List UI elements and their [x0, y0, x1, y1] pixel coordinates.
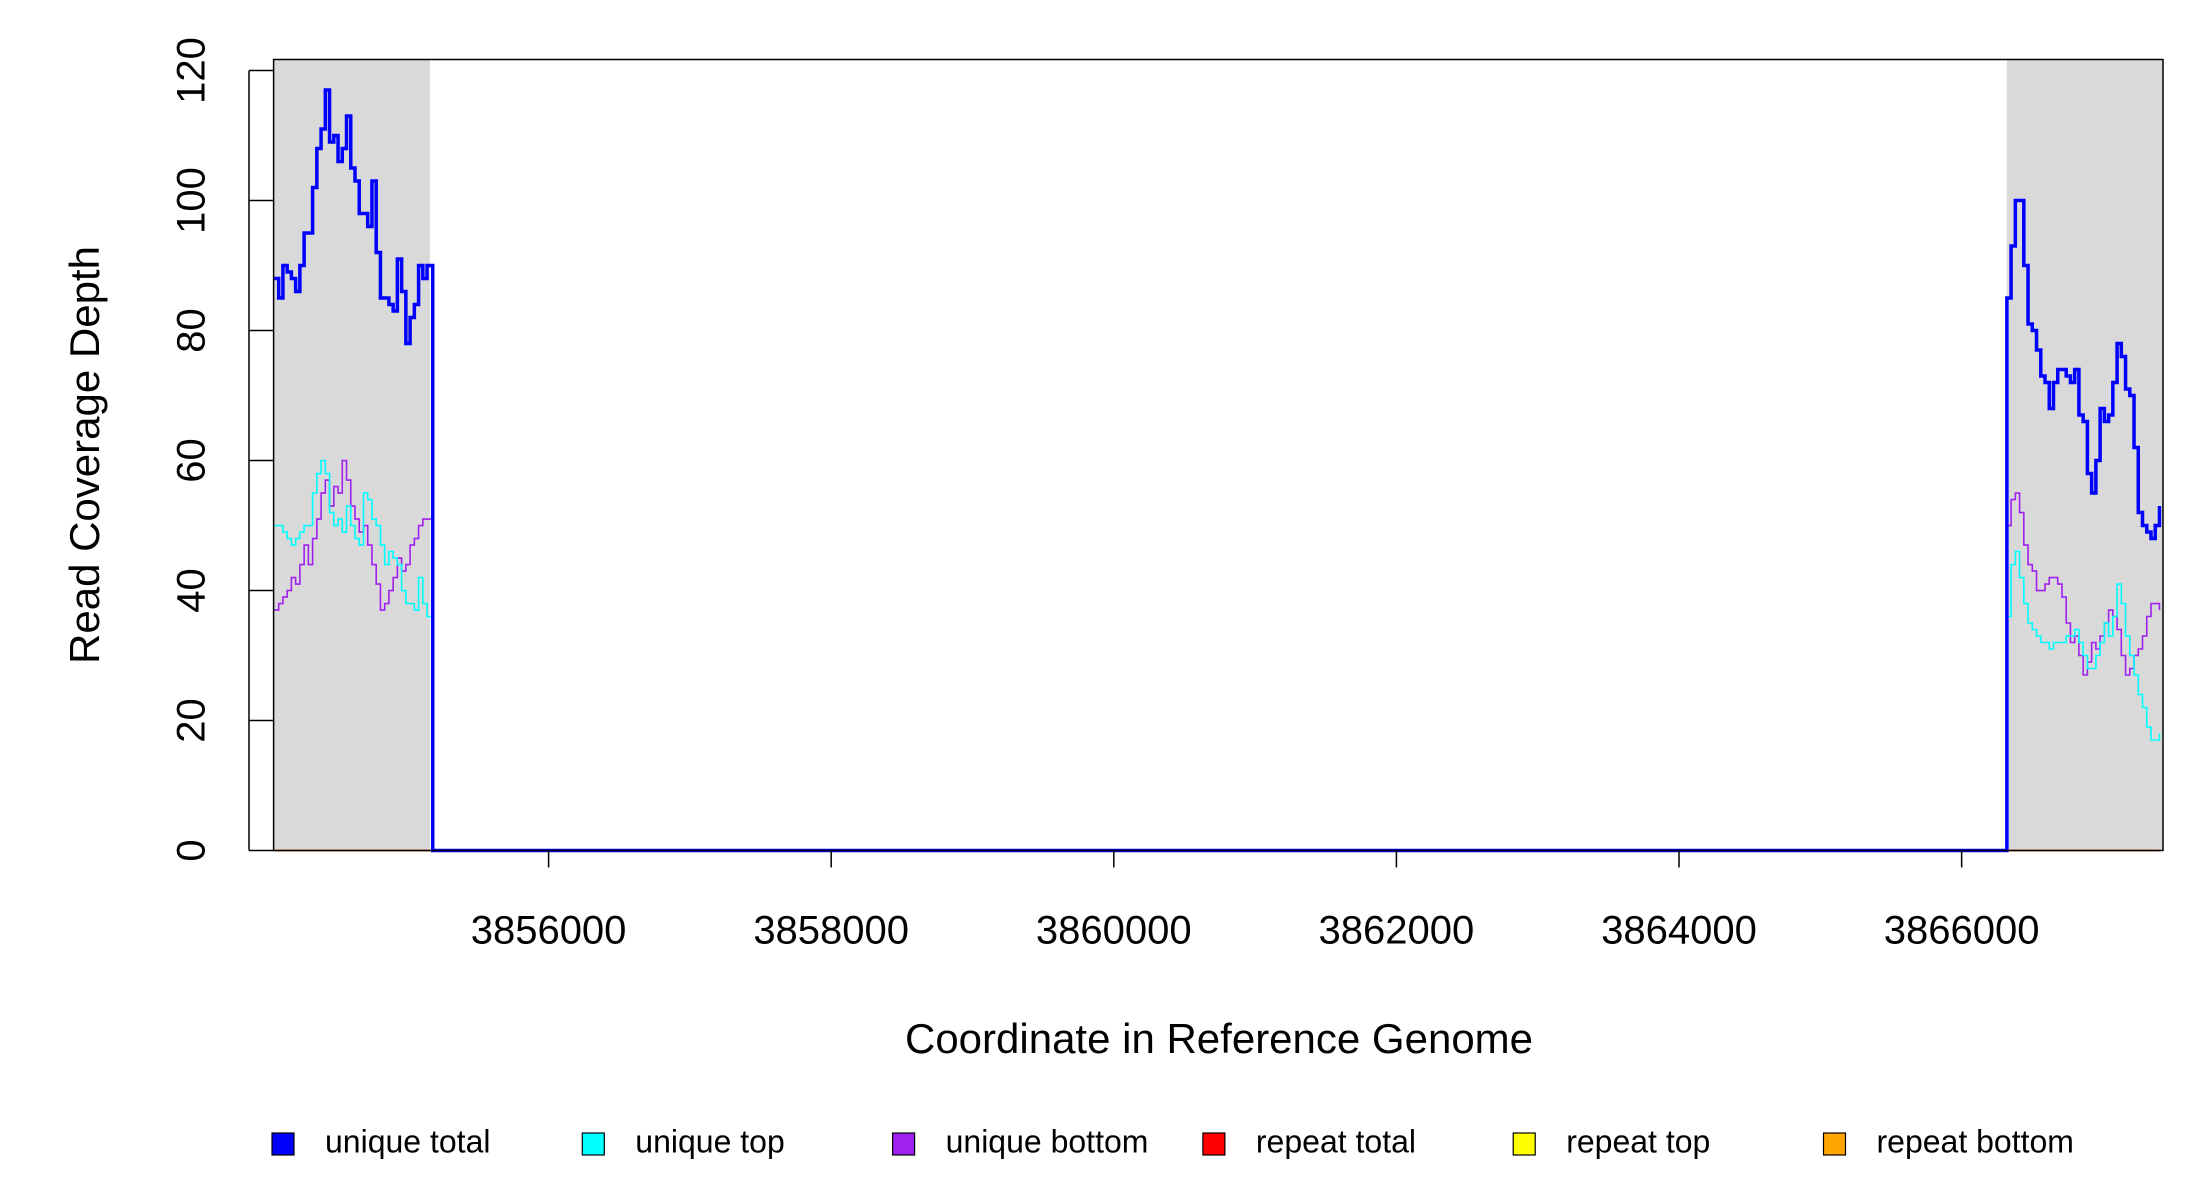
shaded-region — [273, 59, 430, 851]
y-axis-title: Read Coverage Depth — [61, 246, 108, 664]
series-line — [274, 88, 2162, 853]
x-axis-title: Coordinate in Reference Genome — [905, 1015, 1533, 1062]
y-tick-label: 120 — [170, 37, 214, 104]
legend-swatch — [581, 1132, 605, 1156]
x-tick-label: 3856000 — [471, 909, 627, 953]
y-tick-label: 20 — [170, 698, 214, 743]
series-line — [274, 459, 2161, 852]
y-tick-label: 100 — [170, 167, 214, 234]
legend-swatch — [1202, 1132, 1226, 1156]
legend-swatch — [271, 1132, 295, 1156]
plot-frame — [272, 58, 2164, 852]
legend-swatch — [1822, 1132, 1847, 1156]
y-tick-label: 0 — [170, 839, 214, 861]
legend-label: unique bottom — [946, 1123, 1149, 1159]
series-line — [274, 459, 2161, 852]
x-tick-label: 3860000 — [1036, 909, 1192, 953]
legend-swatch — [1512, 1132, 1536, 1156]
legend-label: repeat top — [1566, 1123, 1710, 1159]
legend-label: repeat total — [1256, 1123, 1416, 1159]
x-tick-label: 3866000 — [1884, 909, 2040, 953]
y-tick-label: 80 — [170, 308, 214, 353]
y-tick-label: 40 — [170, 568, 214, 613]
legend-label: unique total — [325, 1123, 490, 1159]
y-tick-label: 60 — [170, 438, 214, 483]
x-tick-label: 3864000 — [1601, 909, 1757, 953]
legend-swatch — [891, 1132, 916, 1156]
legend-label: repeat bottom — [1877, 1123, 2074, 1159]
legend-label: unique top — [635, 1123, 784, 1159]
x-tick-label: 3858000 — [753, 909, 909, 953]
x-tick-label: 3862000 — [1319, 909, 1475, 953]
